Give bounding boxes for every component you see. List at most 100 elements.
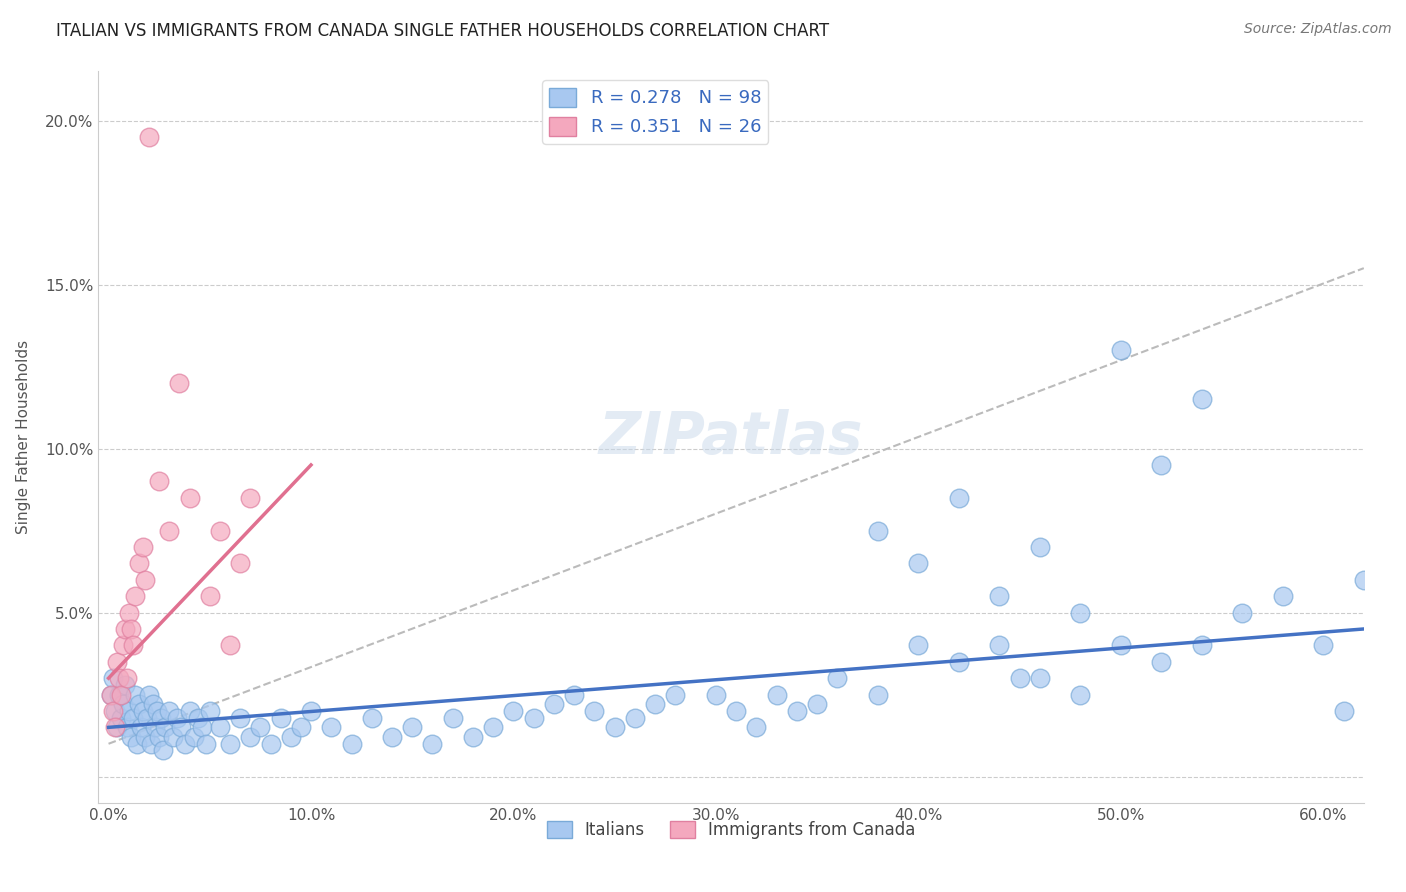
Point bbox=[866, 524, 889, 538]
Point bbox=[157, 704, 180, 718]
Point bbox=[1008, 671, 1031, 685]
Point bbox=[169, 376, 191, 390]
Point bbox=[1333, 704, 1355, 718]
Point bbox=[422, 737, 444, 751]
Point bbox=[104, 720, 127, 734]
Point bbox=[157, 524, 180, 538]
Point bbox=[110, 710, 132, 724]
Point bbox=[321, 720, 343, 734]
Point bbox=[1069, 606, 1091, 620]
Point bbox=[121, 638, 143, 652]
Point bbox=[988, 638, 1011, 652]
Point bbox=[166, 710, 188, 724]
Point bbox=[111, 638, 134, 652]
Legend: Italians, Immigrants from Canada: Italians, Immigrants from Canada bbox=[540, 814, 922, 846]
Point bbox=[110, 688, 132, 702]
Point bbox=[907, 638, 929, 652]
Point bbox=[152, 743, 174, 757]
Point bbox=[239, 730, 262, 744]
Point bbox=[105, 655, 128, 669]
Point bbox=[101, 704, 124, 718]
Point bbox=[441, 710, 464, 724]
Point bbox=[138, 688, 160, 702]
Point bbox=[187, 710, 209, 724]
Point bbox=[461, 730, 484, 744]
Point bbox=[138, 130, 160, 145]
Point bbox=[170, 720, 193, 734]
Point bbox=[725, 704, 748, 718]
Point bbox=[948, 655, 970, 669]
Point bbox=[948, 491, 970, 505]
Point bbox=[115, 720, 138, 734]
Point bbox=[118, 704, 141, 718]
Point bbox=[502, 704, 524, 718]
Point bbox=[132, 540, 155, 554]
Point bbox=[121, 710, 143, 724]
Point bbox=[340, 737, 363, 751]
Point bbox=[114, 622, 136, 636]
Point bbox=[562, 688, 585, 702]
Point bbox=[142, 698, 165, 712]
Point bbox=[644, 698, 666, 712]
Point bbox=[179, 704, 201, 718]
Point bbox=[299, 704, 322, 718]
Point bbox=[229, 710, 252, 724]
Text: Source: ZipAtlas.com: Source: ZipAtlas.com bbox=[1244, 22, 1392, 37]
Point bbox=[124, 688, 146, 702]
Point bbox=[270, 710, 292, 724]
Point bbox=[907, 557, 929, 571]
Point bbox=[523, 710, 546, 724]
Y-axis label: Single Father Households: Single Father Households bbox=[17, 340, 31, 534]
Point bbox=[111, 698, 134, 712]
Point bbox=[1191, 638, 1213, 652]
Point bbox=[105, 720, 128, 734]
Point bbox=[174, 737, 197, 751]
Point bbox=[118, 606, 141, 620]
Point bbox=[134, 573, 156, 587]
Point bbox=[139, 737, 162, 751]
Point bbox=[806, 698, 828, 712]
Point bbox=[827, 671, 849, 685]
Point bbox=[208, 720, 231, 734]
Point bbox=[1150, 655, 1173, 669]
Point bbox=[786, 704, 808, 718]
Point bbox=[107, 671, 129, 685]
Point bbox=[101, 671, 124, 685]
Point bbox=[124, 589, 146, 603]
Point bbox=[148, 475, 170, 489]
Text: ZIPatlas: ZIPatlas bbox=[599, 409, 863, 466]
Point bbox=[583, 704, 606, 718]
Point bbox=[128, 557, 150, 571]
Point bbox=[229, 557, 252, 571]
Point bbox=[280, 730, 302, 744]
Point bbox=[239, 491, 262, 505]
Point bbox=[136, 710, 159, 724]
Point bbox=[128, 698, 150, 712]
Point bbox=[543, 698, 565, 712]
Point bbox=[1232, 606, 1254, 620]
Point bbox=[148, 730, 170, 744]
Point bbox=[219, 737, 242, 751]
Point bbox=[704, 688, 727, 702]
Point bbox=[1353, 573, 1375, 587]
Point bbox=[745, 720, 768, 734]
Point bbox=[125, 737, 148, 751]
Point bbox=[114, 678, 136, 692]
Point bbox=[115, 671, 138, 685]
Point bbox=[249, 720, 271, 734]
Point bbox=[190, 720, 212, 734]
Point bbox=[107, 688, 129, 702]
Point bbox=[765, 688, 787, 702]
Point bbox=[198, 589, 221, 603]
Point bbox=[624, 710, 647, 724]
Point bbox=[1312, 638, 1334, 652]
Point bbox=[183, 730, 205, 744]
Point bbox=[1191, 392, 1213, 407]
Point bbox=[1150, 458, 1173, 472]
Point bbox=[259, 737, 281, 751]
Point bbox=[132, 704, 155, 718]
Point bbox=[194, 737, 217, 751]
Point bbox=[129, 720, 152, 734]
Point bbox=[1029, 671, 1052, 685]
Point bbox=[482, 720, 505, 734]
